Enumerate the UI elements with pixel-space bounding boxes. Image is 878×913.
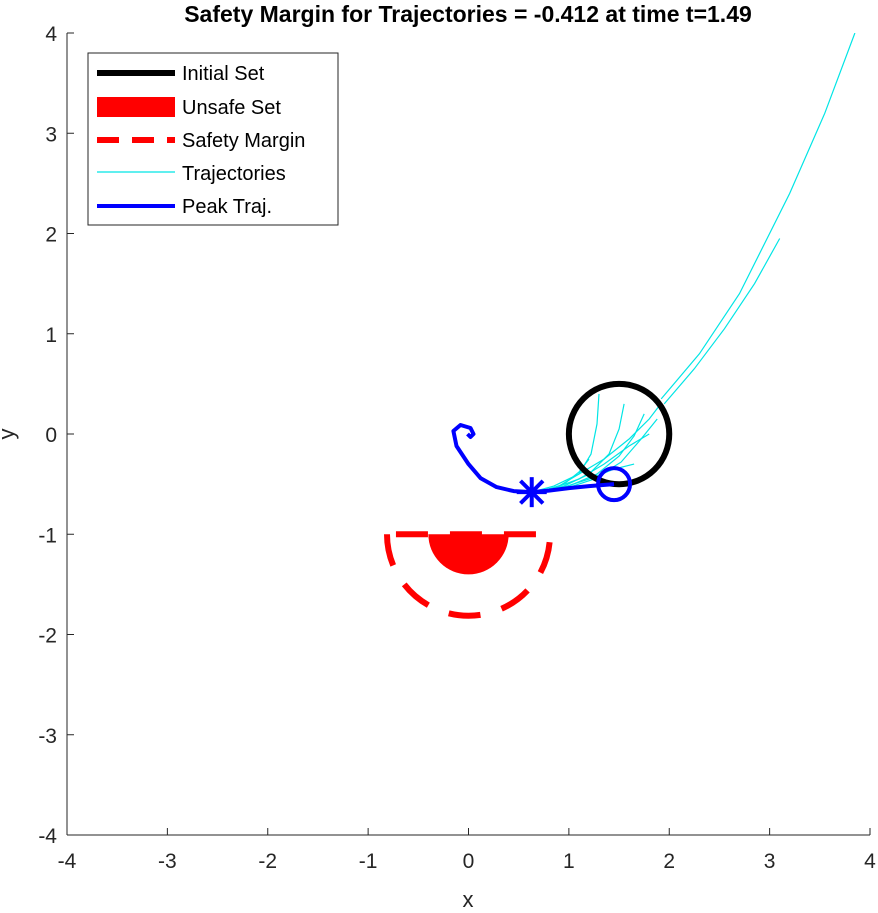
x-tick-label: 1 xyxy=(563,850,575,873)
legend-label-peak-traj: Peak Traj. xyxy=(182,196,272,218)
peak-closest-marker xyxy=(516,477,547,508)
x-tick-label: -2 xyxy=(258,850,277,873)
safety-margin-boundary xyxy=(383,531,554,619)
trajectory-line xyxy=(538,403,625,493)
y-tick-label: -3 xyxy=(38,725,57,748)
x-tick-label: -3 xyxy=(158,850,177,873)
legend: Initial Set Unsafe Set Safety Margin Tra… xyxy=(87,52,339,226)
legend-label-unsafe-set: Unsafe Set xyxy=(182,97,281,119)
x-axis-label: x xyxy=(463,887,474,912)
x-tick-label: 2 xyxy=(663,850,675,873)
legend-label-trajectories: Trajectories xyxy=(182,163,286,185)
y-tick-label: 0 xyxy=(45,424,57,447)
y-tick-label: 3 xyxy=(45,123,57,146)
trajectory-line xyxy=(663,238,781,405)
asterisk-stroke xyxy=(519,479,545,505)
y-tick-label: 1 xyxy=(45,324,57,347)
x-tick-label: 4 xyxy=(864,850,876,873)
legend-label-initial-set: Initial Set xyxy=(182,63,265,85)
y-tick-label: 2 xyxy=(45,224,57,247)
y-tick-label: -1 xyxy=(38,524,57,547)
x-tick-label: 3 xyxy=(764,850,776,873)
initial-set-circle xyxy=(565,380,673,488)
y-tick-label: -2 xyxy=(38,625,57,648)
legend-swatch-unsafe-set xyxy=(97,97,175,117)
legend-box xyxy=(87,52,339,226)
legend-label-safety-margin: Safety Margin xyxy=(182,130,305,152)
y-tick-label: -4 xyxy=(38,825,57,848)
trajectory-line xyxy=(563,418,658,490)
unsafe-set-region xyxy=(428,534,509,575)
trajectory-line xyxy=(660,33,856,400)
chart-title: Safety Margin for Trajectories = -0.412 … xyxy=(184,1,752,27)
peak-start-marker xyxy=(596,466,633,503)
x-tick-label: -1 xyxy=(359,850,378,873)
x-tick-label: 0 xyxy=(463,850,475,873)
y-axis-label: y xyxy=(0,429,19,440)
peak-trajectory-line xyxy=(451,423,615,495)
y-tick-label: 4 xyxy=(45,23,57,46)
x-tick-label: -4 xyxy=(58,850,77,873)
